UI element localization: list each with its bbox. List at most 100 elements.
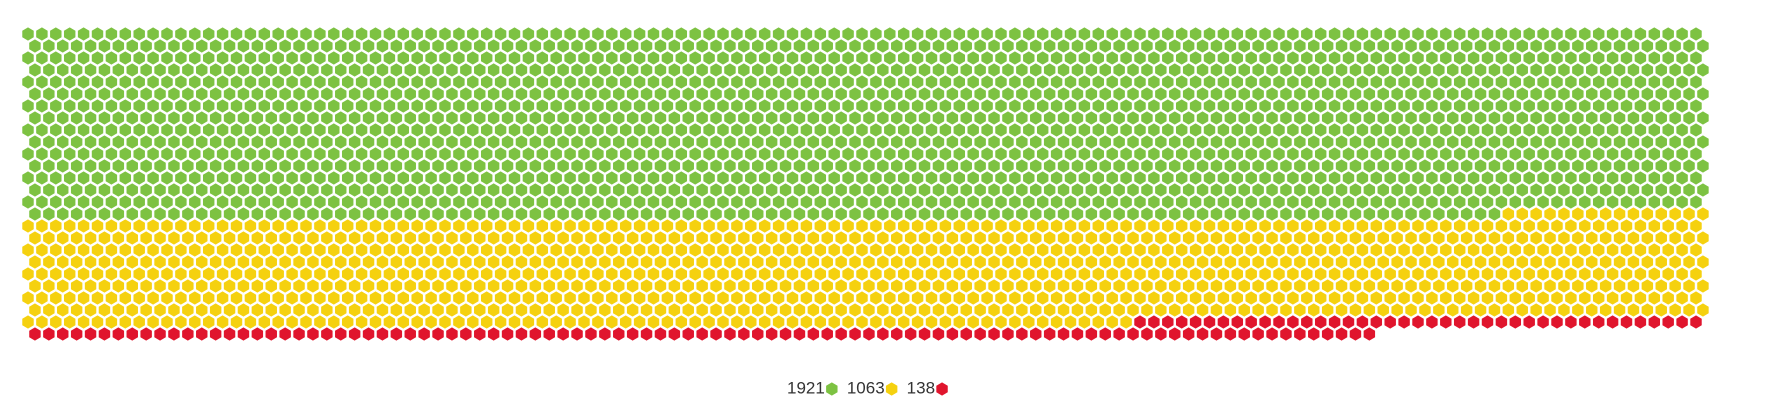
- hex-cell: [564, 195, 576, 209]
- hex-cell: [1210, 255, 1223, 269]
- hex-cell: [661, 243, 674, 257]
- hex-cell: [703, 219, 715, 233]
- hex-cell: [300, 123, 312, 137]
- hex-cell: [640, 327, 653, 341]
- hex-cell: [752, 63, 764, 77]
- hex-cell: [175, 219, 187, 233]
- hex-cell: [460, 207, 472, 221]
- hex-cell: [43, 279, 55, 293]
- hex-cell: [251, 327, 264, 341]
- hex-cell: [932, 255, 945, 269]
- hex-cell: [418, 207, 430, 221]
- hex-cell: [1495, 99, 1508, 113]
- hex-cell: [1697, 87, 1709, 101]
- hex-cell: [98, 111, 111, 125]
- hex-cell: [1016, 279, 1028, 293]
- hex-cell: [904, 255, 917, 269]
- hex-cell: [1613, 303, 1626, 317]
- hex-cell: [661, 267, 674, 281]
- hex-cell: [779, 111, 792, 125]
- hex-cell: [1224, 159, 1237, 173]
- hex-cell: [1537, 267, 1549, 281]
- hex-cell: [390, 183, 403, 197]
- hex-cell: [939, 147, 952, 161]
- hex-cell: [480, 99, 493, 113]
- hex-cell: [1467, 243, 1480, 257]
- hex-cell: [453, 219, 465, 233]
- hex-cell: [328, 195, 340, 209]
- hex-cell: [842, 195, 854, 209]
- hex-cell: [1134, 195, 1146, 209]
- hex-cell: [661, 51, 674, 65]
- hex-cell: [230, 243, 243, 257]
- hex-cell: [1453, 267, 1466, 281]
- hex-cell: [1426, 267, 1438, 281]
- hex-cell: [1294, 135, 1306, 149]
- hex-cell: [1043, 111, 1056, 125]
- hex-cell: [1356, 99, 1369, 113]
- hex-cell: [939, 315, 952, 329]
- hex-cell: [1085, 303, 1098, 317]
- hex-cell: [1620, 147, 1633, 161]
- hex-cell: [995, 315, 1007, 329]
- hex-cell: [1606, 291, 1619, 305]
- hex-cell: [599, 327, 611, 341]
- hex-cell: [1273, 219, 1285, 233]
- hex-cell: [1182, 39, 1195, 53]
- hex-cell: [522, 123, 535, 137]
- hex-cell: [1398, 99, 1410, 113]
- hex-cell: [1036, 267, 1049, 281]
- hex-cell: [1224, 183, 1237, 197]
- hex-cell: [168, 159, 180, 173]
- hex-cell: [1016, 207, 1028, 221]
- hex-cell: [571, 279, 583, 293]
- hex-cell: [105, 219, 118, 233]
- hex-cell: [877, 159, 889, 173]
- hex-cell: [196, 207, 208, 221]
- hex-cell: [842, 171, 854, 185]
- hex-cell: [724, 231, 736, 245]
- hex-cell: [223, 63, 236, 77]
- hex-cell: [1572, 159, 1584, 173]
- hex-cell: [515, 231, 528, 245]
- hex-cell: [321, 159, 333, 173]
- hex-cell: [981, 291, 993, 305]
- hex-cell: [1106, 147, 1118, 161]
- hex-cell: [300, 171, 312, 185]
- hex-cell: [1586, 255, 1598, 269]
- hex-cell: [1036, 99, 1049, 113]
- hex-cell: [904, 87, 917, 101]
- hex-cell: [891, 303, 903, 317]
- hex-cell: [1565, 291, 1577, 305]
- hex-cell: [758, 51, 771, 65]
- hex-cell: [439, 99, 451, 113]
- hex-cell: [29, 39, 41, 53]
- hex-cell: [536, 51, 549, 65]
- hex-cell: [779, 207, 792, 221]
- hex-cell: [717, 99, 729, 113]
- hex-cell: [1231, 195, 1244, 209]
- hex-cell: [1342, 99, 1355, 113]
- hex-cell: [1697, 63, 1709, 77]
- hex-cell: [953, 219, 966, 233]
- hex-cell: [1328, 219, 1341, 233]
- hex-cell: [355, 219, 368, 233]
- hex-cell: [1697, 183, 1709, 197]
- hex-cell: [63, 147, 76, 161]
- hex-cell: [22, 243, 34, 257]
- hex-cell: [307, 255, 319, 269]
- hex-cell: [856, 315, 868, 329]
- hex-cell: [446, 279, 458, 293]
- hex-cell: [1148, 147, 1160, 161]
- hex-cell: [1627, 231, 1640, 245]
- hex-cell: [814, 171, 827, 185]
- hex-cell: [1481, 75, 1494, 89]
- hex-cell: [376, 159, 389, 173]
- hex-cell: [1127, 111, 1139, 125]
- hex-cell: [133, 267, 145, 281]
- hex-cell: [522, 171, 535, 185]
- hex-cell: [939, 291, 952, 305]
- hex-cell: [1349, 135, 1362, 149]
- hex-cell: [946, 111, 959, 125]
- hex-cell: [897, 27, 910, 41]
